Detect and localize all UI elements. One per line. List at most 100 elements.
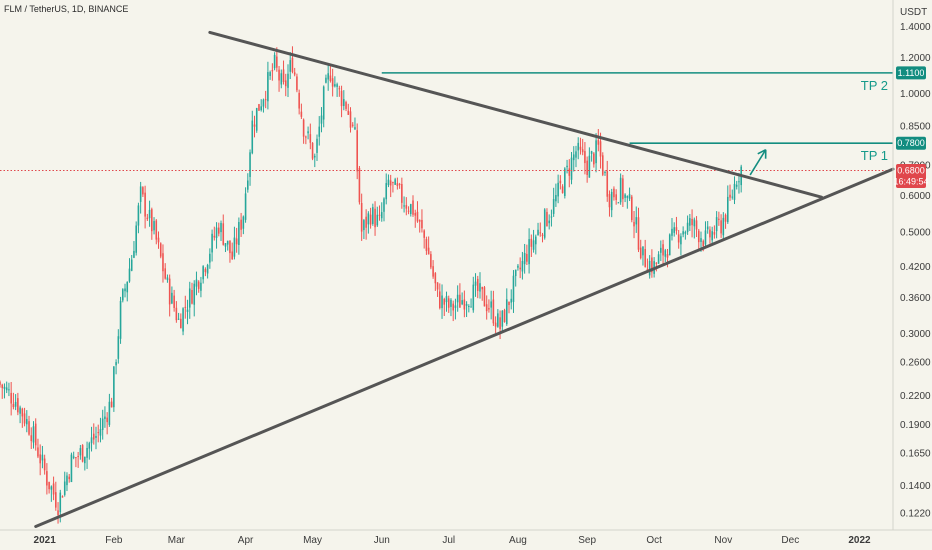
candle: [542, 233, 544, 242]
candle: [669, 233, 671, 255]
candle: [298, 90, 300, 115]
candle-body: [711, 231, 713, 240]
candle: [15, 394, 17, 410]
candle: [147, 214, 149, 221]
candle-body: [13, 404, 15, 407]
candle: [457, 285, 459, 311]
candle-body: [573, 154, 575, 160]
candle-body: [622, 178, 624, 199]
candle-body: [26, 419, 28, 424]
candle-body: [209, 254, 211, 263]
candle-body: [517, 266, 519, 268]
candle: [734, 176, 736, 204]
candle-body: [356, 130, 358, 171]
candle: [452, 301, 454, 321]
candle-body: [142, 187, 144, 194]
candle-body: [399, 184, 401, 185]
candle-body: [535, 237, 537, 245]
candle: [392, 182, 394, 193]
candle-body: [42, 455, 44, 461]
candle-body: [160, 243, 162, 256]
y-tick-label: 0.3600: [900, 293, 931, 304]
candle: [602, 152, 604, 176]
candle: [46, 463, 48, 494]
candle: [301, 104, 303, 119]
candle: [19, 406, 21, 424]
candle-body: [153, 221, 155, 230]
y-tick-label: 0.1650: [900, 448, 931, 459]
candle: [102, 410, 104, 440]
candle-body: [696, 220, 698, 229]
candle: [622, 175, 624, 207]
candle-body: [510, 299, 512, 303]
candle: [341, 86, 343, 117]
candle-body: [227, 241, 229, 245]
candle: [53, 477, 55, 501]
candle-body: [450, 300, 452, 307]
candle-body: [435, 273, 437, 283]
candle: [283, 61, 285, 85]
candle: [593, 152, 595, 168]
candle-body: [470, 307, 472, 308]
candle-body: [455, 305, 457, 308]
candle-body: [216, 228, 218, 238]
candle-body: [289, 60, 291, 72]
candle-body: [671, 229, 673, 236]
candle-body: [238, 222, 240, 245]
candle: [633, 211, 635, 238]
candle: [714, 225, 716, 238]
candle-body: [439, 291, 441, 308]
candle: [245, 187, 247, 222]
candle-body: [499, 317, 501, 329]
candle-body: [524, 253, 526, 264]
candle-body: [472, 285, 474, 311]
candle: [390, 175, 392, 197]
candle: [153, 217, 155, 234]
candle: [707, 221, 709, 234]
candle: [44, 455, 46, 475]
candle-body: [734, 184, 736, 200]
candle-body: [22, 409, 24, 417]
candle: [515, 269, 517, 286]
candle-body: [421, 220, 423, 228]
candle: [133, 241, 135, 258]
candle: [481, 287, 483, 301]
candle-body: [202, 266, 204, 279]
candle: [517, 264, 519, 271]
candle-body: [97, 432, 99, 433]
candle-body: [477, 279, 479, 291]
candle: [207, 264, 209, 279]
candle: [220, 221, 222, 241]
candle-body: [589, 156, 591, 178]
candle-body: [316, 139, 318, 153]
candle-body: [584, 151, 586, 163]
candle-body: [354, 127, 356, 129]
candle: [537, 223, 539, 236]
candle-body: [452, 304, 454, 311]
candle-body: [432, 266, 434, 276]
candle-body: [546, 212, 548, 226]
candle: [287, 64, 289, 97]
candle: [575, 146, 577, 167]
candle: [80, 445, 82, 460]
candle: [495, 316, 497, 333]
candle-body: [363, 220, 365, 230]
candle-body: [1, 385, 3, 388]
candle-body: [414, 213, 416, 216]
candle: [662, 240, 664, 264]
candle-body: [113, 366, 115, 407]
candle-body: [568, 168, 570, 175]
candle: [140, 182, 142, 214]
candle: [354, 118, 356, 131]
candle-body: [667, 254, 669, 258]
candle: [615, 189, 617, 205]
candle-body: [144, 193, 146, 217]
candle: [566, 160, 568, 174]
candle: [649, 255, 651, 279]
candle-body: [664, 250, 666, 256]
candle-body: [372, 207, 374, 224]
candle-body: [131, 260, 133, 271]
candle-body: [84, 457, 86, 463]
candle: [365, 209, 367, 239]
